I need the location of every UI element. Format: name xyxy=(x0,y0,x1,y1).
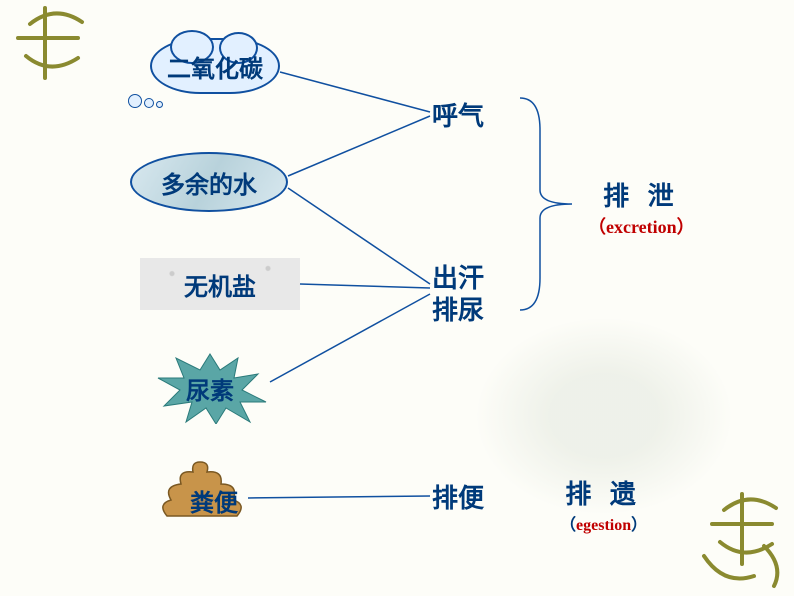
route-breathing: 呼气 xyxy=(432,96,484,133)
node-water: 多余的水 xyxy=(130,152,288,212)
corner-top-left xyxy=(0,0,130,110)
thought-bubbles xyxy=(128,94,163,113)
node-co2: 二氧化碳 xyxy=(150,38,280,94)
node-feces-label: 粪便 xyxy=(190,483,238,518)
route-urination: 排尿 xyxy=(432,290,484,327)
node-urea-label: 尿素 xyxy=(186,371,234,406)
category-excretion-en: （excretion） xyxy=(588,213,695,239)
node-urea: 尿素 xyxy=(150,352,270,424)
node-feces: 粪便 xyxy=(155,456,265,524)
node-salts-label: 无机盐 xyxy=(184,267,256,302)
category-egestion: 排 遗 （egestion） xyxy=(560,474,647,535)
node-salts: 无机盐 xyxy=(140,258,300,310)
category-egestion-zh: 排 遗 xyxy=(560,474,647,511)
route-defecation: 排便 xyxy=(432,478,484,515)
category-excretion: 排 泄 （excretion） xyxy=(588,176,695,239)
node-water-label: 多余的水 xyxy=(161,165,257,200)
category-excretion-zh: 排 泄 xyxy=(588,176,695,213)
connector-lines xyxy=(0,0,794,596)
corner-bottom-right xyxy=(664,486,794,596)
category-egestion-en: （egestion） xyxy=(560,511,647,535)
node-co2-label: 二氧化碳 xyxy=(167,49,263,84)
